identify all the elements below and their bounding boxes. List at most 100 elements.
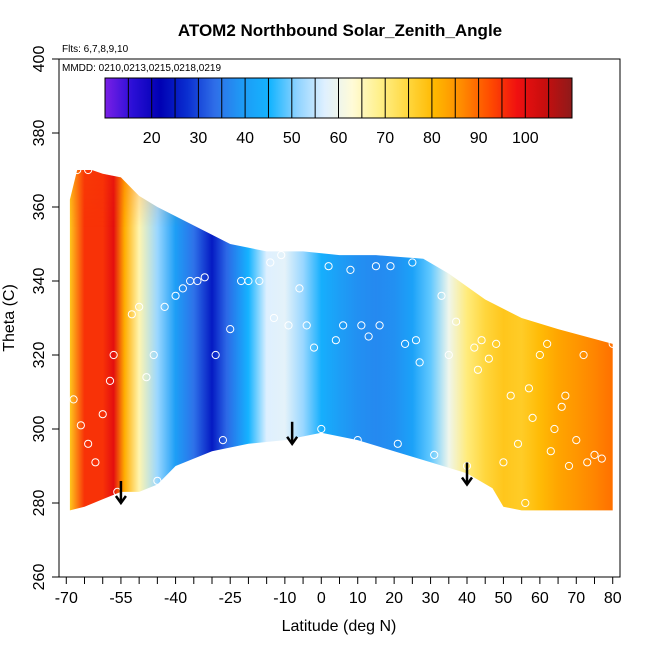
colorbar-ticks: 20 30 40 50 60 70 80 90 100: [127, 78, 550, 147]
sample-point: [492, 339, 501, 348]
sample-point: [76, 421, 85, 430]
y-tick-label: 300: [31, 416, 48, 443]
sample-point: [572, 436, 581, 445]
sample-point: [546, 447, 555, 456]
sample-point: [357, 321, 366, 330]
colorbar-tick-label: 30: [190, 130, 208, 147]
sample-point: [590, 450, 599, 459]
sample-point: [84, 165, 93, 175]
sample-point: [244, 276, 253, 286]
arrow-head: [114, 495, 127, 506]
sample-point: [499, 458, 508, 467]
sample-point: [375, 321, 384, 330]
colorbar-tick-label: 50: [283, 130, 301, 147]
flights-subtitle: Flts: 6,7,8,9,10: [62, 44, 129, 55]
sample-point: [211, 350, 220, 360]
chart-title: ATOM2 Northbound Solar_Zenith_Angle: [178, 21, 502, 40]
sample-point: [521, 498, 530, 508]
sample-point: [579, 350, 588, 360]
sample-point: [400, 339, 410, 348]
sample-point: [346, 265, 355, 274]
sample-point: [364, 332, 373, 341]
sample-point: [69, 395, 78, 404]
sample-point: [226, 325, 235, 334]
sample-point: [451, 317, 461, 326]
x-tick-label: 10: [349, 590, 367, 607]
sample-point: [200, 273, 209, 282]
sample-point: [331, 336, 340, 345]
y-tick-label: 380: [31, 120, 48, 147]
sample-point: [178, 284, 187, 293]
sample-point: [557, 402, 566, 411]
sample-point: [561, 391, 570, 400]
y-tick-label: 340: [31, 268, 48, 295]
x-tick-label: -40: [164, 590, 187, 607]
sample-point: [153, 476, 162, 485]
x-tick-label: -55: [109, 590, 132, 607]
sample-point: [309, 343, 319, 352]
sample-point: [564, 461, 574, 471]
sample-point: [506, 391, 515, 400]
sample-point: [386, 262, 395, 271]
x-tick-label: 30: [422, 590, 440, 607]
sample-point: [393, 439, 402, 448]
sample-point: [284, 321, 293, 330]
sample-point: [105, 376, 115, 385]
x-tick-label: 60: [531, 590, 549, 607]
sample-point: [193, 276, 202, 286]
sample-point: [597, 454, 606, 463]
sample-points: [69, 165, 617, 508]
colorbar-tick-label: 60: [330, 130, 348, 147]
sample-point: [84, 439, 93, 448]
x-tick-label: -10: [273, 590, 296, 607]
x-tick-label: -70: [55, 590, 78, 607]
sample-point: [339, 321, 348, 330]
y-tick-label: 280: [31, 490, 48, 517]
arrow-head: [460, 476, 474, 487]
sample-point: [528, 413, 537, 422]
x-tick-label: 50: [495, 590, 513, 607]
sample-point: [171, 291, 180, 300]
sample-point: [149, 350, 158, 360]
colorbar-tick-label: 20: [143, 130, 161, 147]
sample-point: [477, 336, 486, 345]
sample-point: [408, 258, 417, 267]
sample-point: [371, 262, 381, 271]
x-tick-label: 0: [317, 590, 326, 607]
x-tick-label: -25: [219, 590, 242, 607]
sample-point: [218, 436, 228, 445]
sample-point: [266, 258, 275, 267]
sample-point: [98, 410, 107, 419]
colorbar-tick-label: 100: [512, 130, 539, 147]
colorbar-tick-label: 80: [423, 130, 441, 147]
colorbar-tick-label: 90: [470, 130, 488, 147]
x-axis: -70 -55 -40 -25 -10 0 10 20 30 40 50 60 70 80: [55, 577, 622, 607]
sample-point: [415, 358, 424, 367]
x-tick-label: 70: [567, 590, 585, 607]
sample-point: [277, 251, 286, 260]
sample-point: [437, 291, 446, 300]
y-tick-label: 400: [31, 46, 48, 73]
sample-point: [255, 276, 264, 286]
sample-point: [109, 350, 118, 360]
y-axis-label: Theta (C): [1, 284, 18, 352]
sample-point: [583, 458, 592, 467]
colorbar-tick-label: 70: [376, 130, 394, 147]
x-tick-label: 80: [604, 590, 622, 607]
sample-point: [430, 450, 439, 459]
sample-point: [550, 424, 559, 434]
sample-point: [513, 439, 523, 448]
y-tick-label: 360: [31, 194, 48, 221]
sample-point: [317, 424, 326, 434]
sample-point: [324, 262, 333, 271]
y-tick-label: 320: [31, 342, 48, 369]
sample-point: [473, 365, 483, 374]
x-tick-label: 20: [385, 590, 403, 607]
dates-subtitle: MMDD: 0210,0213,0215,0218,0219: [62, 63, 221, 74]
sample-point: [160, 302, 169, 311]
sample-point: [470, 343, 479, 352]
sample-point: [302, 321, 311, 330]
sample-point: [535, 350, 544, 360]
sample-point: [444, 350, 453, 360]
